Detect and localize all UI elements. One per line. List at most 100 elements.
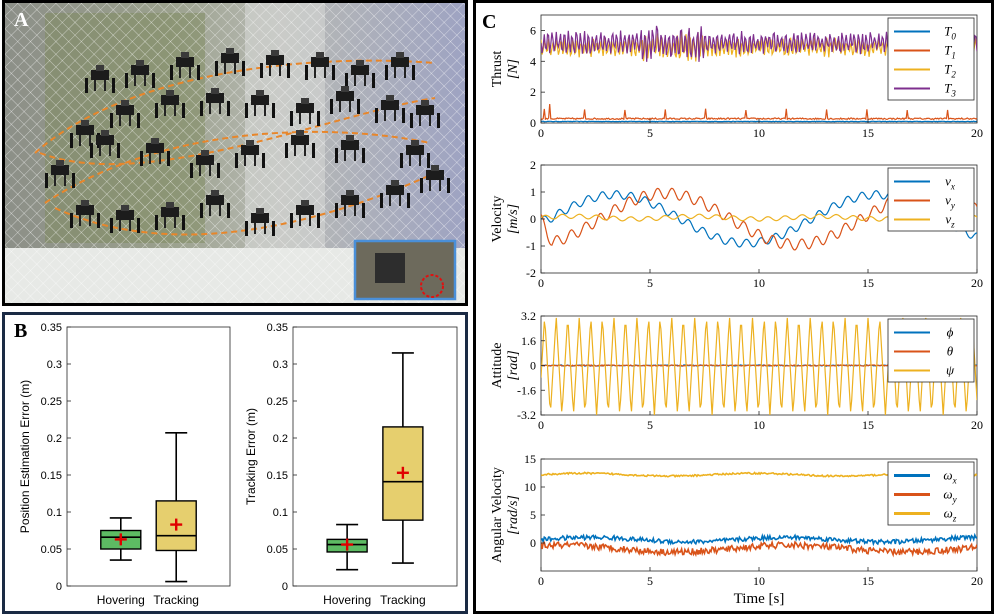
boxplot-svg: 0 0.05 0.1 0.15 0.2 0.25 0.3 0.35 Position Estim…: [18, 322, 458, 607]
drone: [170, 52, 200, 80]
x-category-label: Tracking: [380, 593, 426, 607]
x-tick-label: 15: [862, 126, 874, 140]
legend-entry: vx: [945, 174, 955, 192]
y-tick-label: 5: [530, 508, 536, 522]
y-tick-label: 0.25: [41, 396, 62, 408]
y-axis-title: Velocity: [490, 196, 505, 243]
drone: [200, 190, 230, 218]
drone: [260, 50, 290, 78]
drone: [245, 90, 275, 118]
x-tick-label: 0: [538, 418, 544, 432]
drone: [85, 65, 115, 93]
y-tick-label: -1: [526, 239, 536, 253]
drone: [335, 190, 365, 218]
y-tick-label: 0.1: [47, 507, 62, 519]
x-tick-label: 0: [538, 126, 544, 140]
drone: [200, 88, 230, 116]
drone: [290, 200, 320, 228]
y-tick-label: 0: [530, 116, 536, 130]
x-tick-label: 10: [753, 418, 765, 432]
inset-highlight-circle: [420, 274, 444, 298]
y-tick-label: 0.25: [267, 396, 288, 408]
drone-formation: [45, 48, 450, 236]
y-tick-label: 0.3: [47, 359, 62, 371]
x-category-label: Hovering: [323, 593, 371, 607]
y-tick-label: 10: [524, 480, 536, 494]
y-tick-label: 1.6: [521, 334, 536, 348]
drone-photo: [5, 3, 465, 303]
y-axis-unit: [m/s]: [506, 204, 521, 234]
x-tick-label: 5: [647, 276, 653, 290]
legend-entry: vz: [945, 212, 955, 230]
series-line-angvel-0: [541, 532, 977, 547]
x-tick-label: 20: [971, 126, 983, 140]
y-tick-label: 2: [530, 85, 536, 99]
box-tracking: [155, 432, 197, 583]
legend-attitude: ϕθψ: [887, 318, 975, 383]
y-tick-label: 0.1: [273, 507, 288, 519]
panel-label-c: C: [482, 11, 497, 33]
legend-entry: T0: [944, 24, 956, 42]
y-tick-label: 3.2: [521, 309, 536, 323]
x-tick-label: 20: [971, 418, 983, 432]
panel-label-a: A: [14, 9, 29, 31]
box-tracking: [382, 352, 424, 564]
drone: [420, 165, 450, 193]
drone: [155, 202, 185, 230]
legend-entry: ψ: [946, 363, 955, 378]
x-axis-title: Time [s]: [734, 591, 785, 607]
y-tick-label: 0: [282, 581, 288, 593]
x-tick-label: 15: [862, 418, 874, 432]
inset-drone: [375, 253, 405, 283]
drone: [215, 48, 245, 76]
y-axis-title: Angular Velocity: [490, 467, 505, 563]
drone: [335, 135, 365, 163]
x-tick-label: 0: [538, 574, 544, 588]
x-tick-label: 5: [647, 574, 653, 588]
x-tick-label: 10: [753, 276, 765, 290]
drone: [290, 98, 320, 126]
drone: [70, 200, 100, 228]
drone: [380, 180, 410, 208]
y-tick-label: 0: [56, 581, 62, 593]
drone: [305, 52, 335, 80]
panel-label-b: B: [14, 320, 28, 342]
y-tick-label: 0: [530, 212, 536, 226]
box-hovering: [326, 523, 368, 571]
x-tick-label: 15: [862, 276, 874, 290]
x-tick-label: 10: [753, 126, 765, 140]
boxplot-2: 0 0.05 0.1 0.15 0.2 0.25 0.3 0.35 Tracking Error…: [244, 322, 458, 607]
y-tick-label: 0.35: [267, 322, 288, 334]
drone: [110, 205, 140, 233]
y-tick-label: 0: [530, 536, 536, 550]
drone: [235, 140, 265, 168]
drone: [345, 60, 375, 88]
panel-b-boxplots: 0 0.05 0.1 0.15 0.2 0.25 0.3 0.35 Position Estim…: [2, 312, 468, 614]
drone: [375, 95, 405, 123]
drone: [410, 100, 440, 128]
legend-entry: T2: [944, 62, 956, 80]
panel-a-photo: A: [2, 0, 468, 306]
x-tick-label: 5: [647, 418, 653, 432]
timeseries-attitude: -3.2 -1.6 0 1.6 3.2 0 5 10 15 20 Attitude [rad] ϕθψ: [490, 309, 983, 432]
y-tick-label: 15: [524, 452, 536, 466]
legend-entry: T1: [944, 43, 956, 61]
legend-entry: vy: [945, 193, 955, 211]
y-tick-label: 0: [530, 359, 536, 373]
x-tick-label: 5: [647, 126, 653, 140]
y-axis-title: Thrust: [490, 51, 505, 88]
y-tick-label: 2: [530, 158, 536, 172]
y-axis-label: Tracking Error (m): [244, 408, 258, 505]
x-tick-label: 20: [971, 574, 983, 588]
legend-entry: ωy: [943, 487, 956, 505]
x-tick-label: 0: [538, 276, 544, 290]
series-line-angvel-1: [541, 539, 977, 558]
y-tick-label: 0.35: [41, 322, 62, 334]
y-axis-title: Attitude: [490, 343, 505, 389]
